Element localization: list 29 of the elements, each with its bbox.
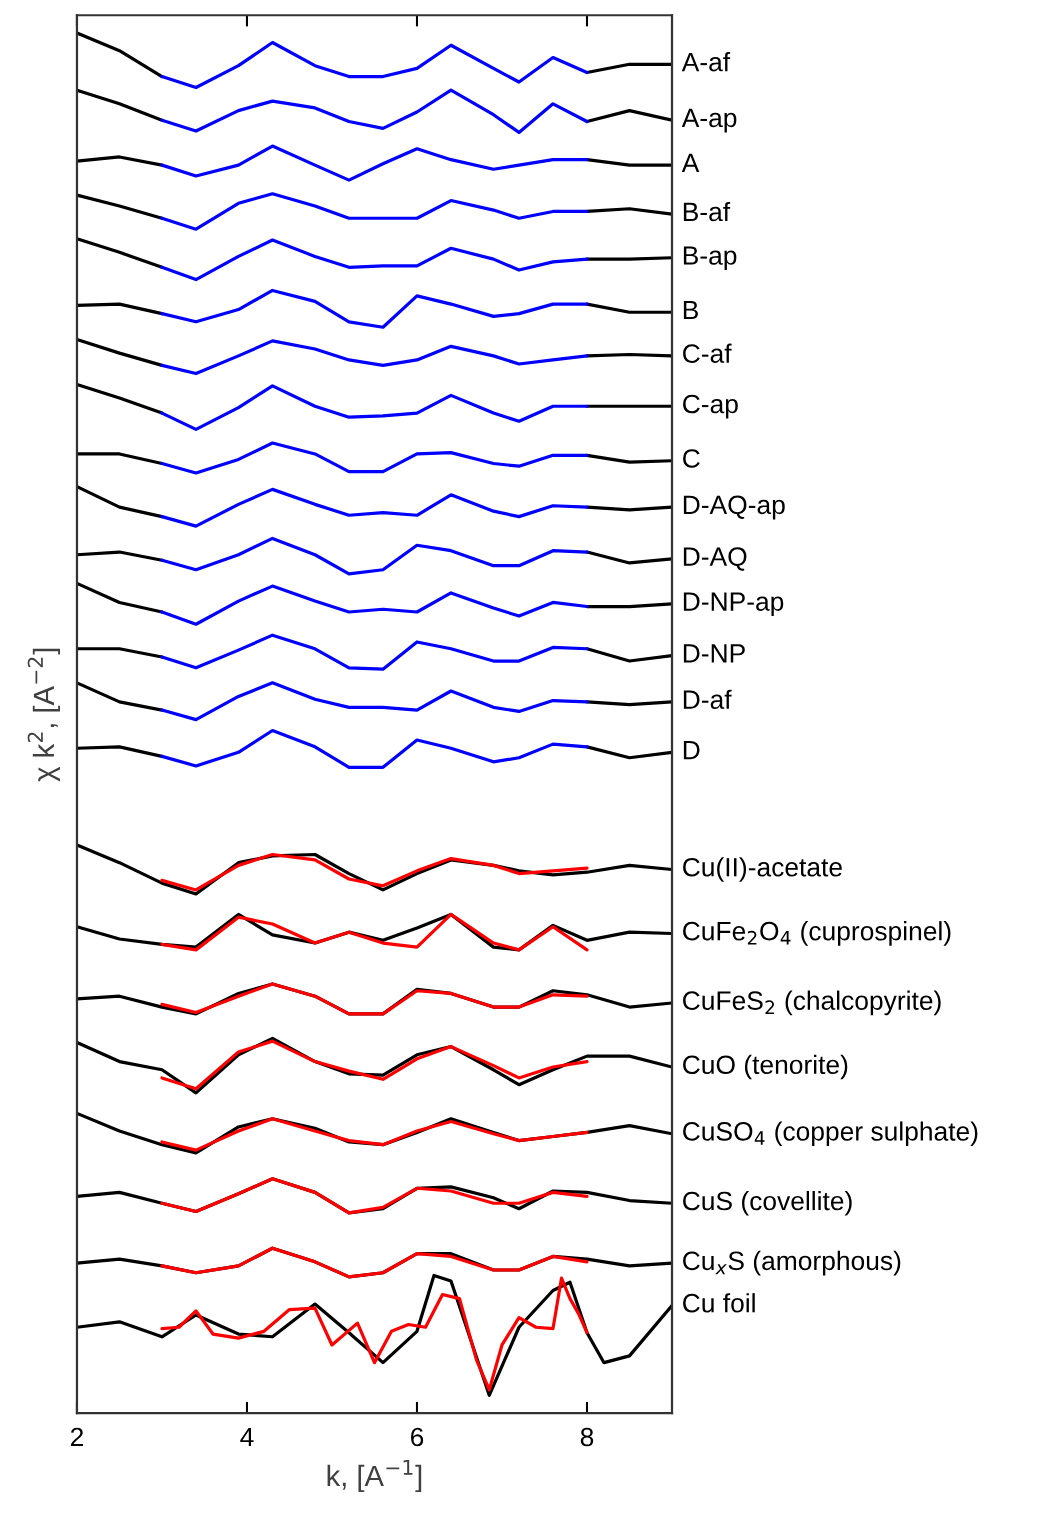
x-tick-label: 6 (410, 1427, 424, 1447)
series-label: B-af (683, 201, 731, 222)
x-tick-label: 8 (580, 1427, 594, 1447)
series-label: C (683, 449, 700, 468)
series-label: Cu$_{x}$S (amorphous) (683, 1250, 901, 1276)
series-label: D-AQ-ap (683, 495, 785, 520)
series-label: CuO (tenorite) (683, 1054, 848, 1080)
series-label: CuS (covellite) (683, 1190, 852, 1216)
series-label: Cu foil (683, 1293, 755, 1313)
x-tick-label: 4 (240, 1427, 254, 1447)
series-label: A-ap (681, 108, 737, 133)
series-label: CuSO$_{4}$ (copper sulphate) (683, 1121, 978, 1146)
series-label: CuFeS$_{2}$ (chalcopyrite) (683, 990, 941, 1016)
series-label: D (683, 740, 700, 760)
series-label: B-ap (683, 246, 737, 271)
series-label: D-NP (683, 644, 745, 663)
series-label: A (681, 153, 700, 172)
series-label: D-NP-ap (683, 592, 784, 617)
x-tick-label: 2 (70, 1427, 83, 1447)
series-label: D-af (683, 689, 732, 709)
series-label: D-AQ (683, 547, 747, 571)
series-label: Cu(II)-acetate (683, 857, 842, 882)
x-axis-title: k, [A$^{−1}$] (327, 1459, 422, 1492)
series-label: A-af (681, 52, 731, 72)
series-label: C-af (683, 343, 732, 363)
series-label: B (683, 300, 698, 320)
series-label: C-ap (683, 394, 738, 419)
y-axis-title: χ k$^{2}$, [A$^{−2}$] (27, 648, 60, 782)
series-label: CuFe$_{2}$O$_{4}$ (cuprospinel) (683, 921, 951, 946)
